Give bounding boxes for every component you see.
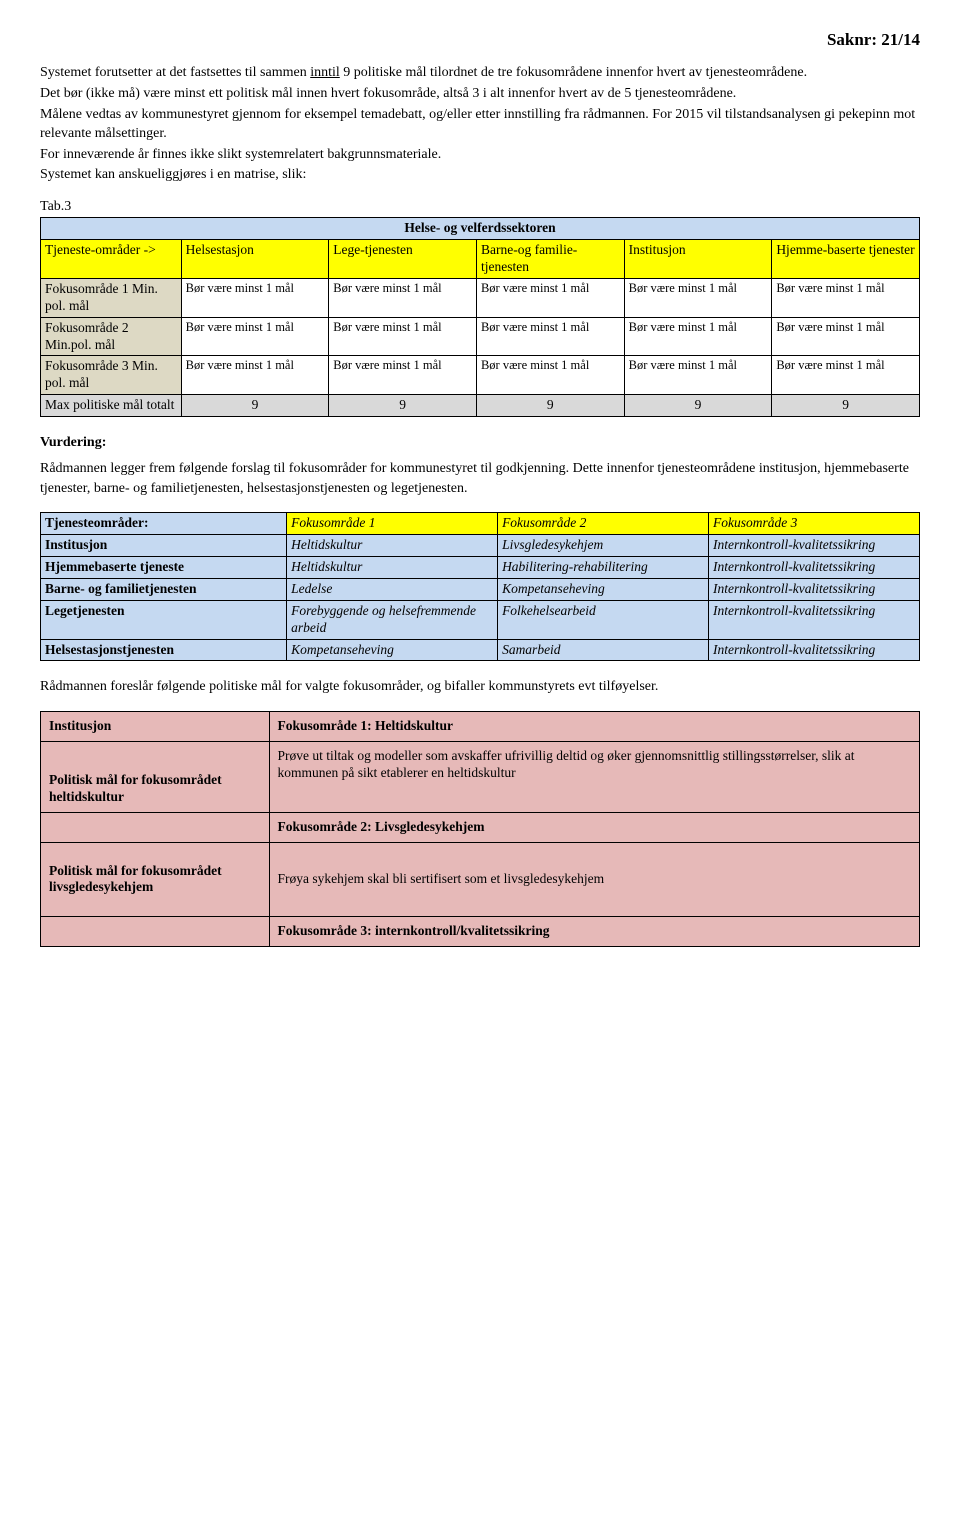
t1-maxval: 9 xyxy=(476,395,624,417)
t2-r3c2: Folkehelsearbeid xyxy=(498,600,709,639)
t2-h1: Fokusområde 1 xyxy=(287,513,498,535)
t2-r0c1: Heltidskultur xyxy=(287,535,498,557)
table-row: Helsestasjonstjenesten Kompetanseheving … xyxy=(41,639,920,661)
table-row: Hjemmebaserte tjeneste Heltidskultur Hab… xyxy=(41,557,920,579)
t1-maxrow-label: Max politiske mål totalt xyxy=(41,395,182,417)
t1-cell: Bør være minst 1 mål xyxy=(329,278,477,317)
t1-col3: Barne-og familie-tjenesten xyxy=(476,240,624,279)
table-row: Max politiske mål totalt 9 9 9 9 9 xyxy=(41,395,920,417)
t2-h3: Fokusområde 3 xyxy=(709,513,920,535)
t2-r3c1: Forebyggende og helsefremmende arbeid xyxy=(287,600,498,639)
t1-col0: Tjeneste-områder -> xyxy=(41,240,182,279)
vurdering-p: Rådmannen legger frem følgende forslag t… xyxy=(40,459,920,498)
t1-maxval: 9 xyxy=(181,395,329,417)
t1-col5: Hjemme-baserte tjenester xyxy=(772,240,920,279)
t1-maxval: 9 xyxy=(772,395,920,417)
t1-cell: Bør være minst 1 mål xyxy=(329,356,477,395)
t2-h2: Fokusområde 2 xyxy=(498,513,709,535)
t1-cell: Bør være minst 1 mål xyxy=(181,317,329,356)
table-row: Barne- og familietjenesten Ledelse Kompe… xyxy=(41,578,920,600)
t3-r1c1: Institusjon xyxy=(41,712,270,742)
t1-cell: Bør være minst 1 mål xyxy=(772,356,920,395)
t1-col4: Institusjon xyxy=(624,240,772,279)
table-1: Helse- og velferdssektoren Tjeneste-områ… xyxy=(40,217,920,417)
t1-cell: Bør være minst 1 mål xyxy=(772,317,920,356)
table-row: Fokusområde 3 Min. pol. mål Bør være min… xyxy=(41,356,920,395)
t3-r3c2: Fokusområde 2: Livsgledesykehjem xyxy=(269,812,919,842)
t1-cell: Bør være minst 1 mål xyxy=(624,317,772,356)
t2-r4c0: Helsestasjonstjenesten xyxy=(41,639,287,661)
t3-r5c2: Fokusområde 3: internkontroll/kvalitetss… xyxy=(269,917,919,947)
t2-r2c1: Ledelse xyxy=(287,578,498,600)
table-row: Legetjenesten Forebyggende og helsefremm… xyxy=(41,600,920,639)
t3-r2c1: Politisk mål for fokusområdet heltidskul… xyxy=(41,741,270,812)
p-after-t2: Rådmannen foreslår følgende politiske må… xyxy=(40,677,920,697)
intro-p1a: Systemet forutsetter at det fastsettes t… xyxy=(40,65,310,80)
t1-cell: Bør være minst 1 mål xyxy=(624,356,772,395)
t1-cell: Bør være minst 1 mål xyxy=(476,317,624,356)
saknr-header: Saknr: 21/14 xyxy=(40,30,920,50)
table-2: Tjenesteområder: Fokusområde 1 Fokusområ… xyxy=(40,512,920,661)
intro-text: Systemet forutsetter at det fastsettes t… xyxy=(40,64,920,185)
t1-cell: Bør være minst 1 mål xyxy=(476,356,624,395)
t2-r0c0: Institusjon xyxy=(41,535,287,557)
t2-r2c0: Barne- og familietjenesten xyxy=(41,578,287,600)
intro-p4: For inneværende år finnes ikke slikt sys… xyxy=(40,146,920,165)
t2-r0c3: Internkontroll-kvalitetssikring xyxy=(709,535,920,557)
t1-r2-label: Fokusområde 2 Min.pol. mål xyxy=(41,317,182,356)
t1-r3-label: Fokusområde 3 Min. pol. mål xyxy=(41,356,182,395)
t2-r4c1: Kompetanseheving xyxy=(287,639,498,661)
t2-h0: Tjenesteområder: xyxy=(41,513,287,535)
t2-r3c0: Legetjenesten xyxy=(41,600,287,639)
saknr-value: 21/14 xyxy=(881,30,920,49)
t2-r1c3: Internkontroll-kvalitetssikring xyxy=(709,557,920,579)
t1-title: Helse- og velferdssektoren xyxy=(41,218,920,240)
table-3: Institusjon Fokusområde 1: Heltidskultur… xyxy=(40,711,920,947)
table-row: Fokusområde 2 Min.pol. mål Bør være mins… xyxy=(41,317,920,356)
t3-r4c2: Frøya sykehjem skal bli sertifisert som … xyxy=(269,842,919,917)
intro-p5: Systemet kan anskueliggjøres i en matris… xyxy=(40,166,920,185)
intro-p2: Det bør (ikke må) være minst ett politis… xyxy=(40,85,920,104)
t2-r0c2: Livsgledesykehjem xyxy=(498,535,709,557)
t1-maxval: 9 xyxy=(329,395,477,417)
intro-p1b: 9 politiske mål tilordnet de tre fokusom… xyxy=(340,65,807,80)
t2-r4c3: Internkontroll-kvalitetssikring xyxy=(709,639,920,661)
t1-cell: Bør være minst 1 mål xyxy=(329,317,477,356)
t1-col2: Lege-tjenesten xyxy=(329,240,477,279)
t1-cell: Bør være minst 1 mål xyxy=(476,278,624,317)
tab3-label: Tab.3 xyxy=(40,199,920,215)
intro-p3: Målene vedtas av kommunestyret gjennom f… xyxy=(40,106,920,144)
vurdering-heading: Vurdering: xyxy=(40,435,920,451)
t2-r2c2: Kompetanseheving xyxy=(498,578,709,600)
t1-cell: Bør være minst 1 mål xyxy=(181,278,329,317)
intro-p1-underline: inntil xyxy=(310,65,340,80)
t1-r1-label: Fokusområde 1 Min. pol. mål xyxy=(41,278,182,317)
t2-r1c0: Hjemmebaserte tjeneste xyxy=(41,557,287,579)
table-row: Fokusområde 1 Min. pol. mål Bør være min… xyxy=(41,278,920,317)
t1-cell: Bør være minst 1 mål xyxy=(181,356,329,395)
t1-cell: Bør være minst 1 mål xyxy=(772,278,920,317)
t1-maxval: 9 xyxy=(624,395,772,417)
t1-cell: Bør være minst 1 mål xyxy=(624,278,772,317)
t3-r3c1 xyxy=(41,812,270,842)
t2-r1c1: Heltidskultur xyxy=(287,557,498,579)
t2-r1c2: Habilitering-rehabilitering xyxy=(498,557,709,579)
table-row: Institusjon Heltidskultur Livsgledesykeh… xyxy=(41,535,920,557)
t3-r2c2: Prøve ut tiltak og modeller som avskaffe… xyxy=(269,741,919,812)
t3-r5c1 xyxy=(41,917,270,947)
t2-r4c2: Samarbeid xyxy=(498,639,709,661)
t2-r2c3: Internkontroll-kvalitetssikring xyxy=(709,578,920,600)
t1-col1: Helsestasjon xyxy=(181,240,329,279)
saknr-label: Saknr: xyxy=(827,30,877,49)
t3-r1c2: Fokusområde 1: Heltidskultur xyxy=(269,712,919,742)
t2-r3c3: Internkontroll-kvalitetssikring xyxy=(709,600,920,639)
intro-p1: Systemet forutsetter at det fastsettes t… xyxy=(40,64,920,83)
t3-r4c1: Politisk mål for fokusområdet livsgledes… xyxy=(41,842,270,917)
